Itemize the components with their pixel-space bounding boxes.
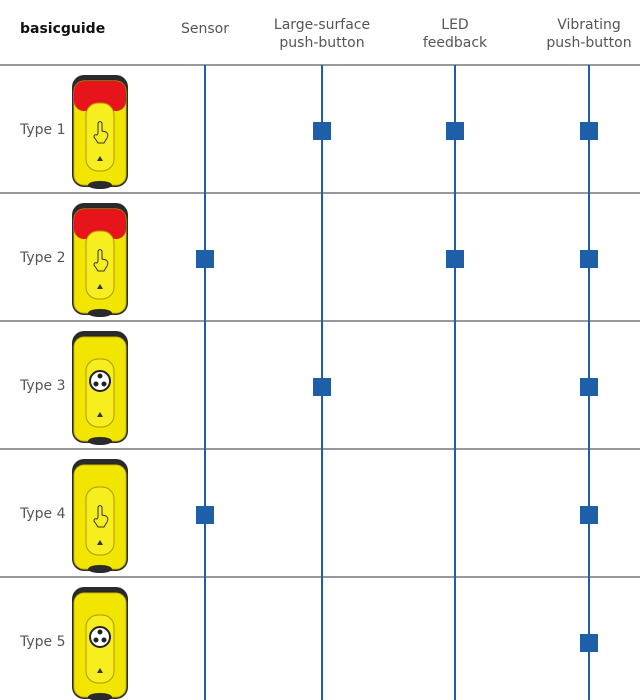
feature-marker [580,506,598,524]
hand-icon [93,249,109,272]
feature-marker [196,250,214,268]
device-foot [88,181,112,189]
device-image [72,203,128,317]
dot [97,373,103,379]
device-panel [85,102,115,172]
row-label: Type 4 [20,506,66,522]
row-label: Type 2 [20,250,66,266]
feature-marker [313,378,331,396]
hand-icon [93,505,109,528]
device-foot [88,309,112,317]
column-header: Vibrating push-button [546,17,632,51]
row-label: Type 3 [20,378,66,394]
dot [101,381,107,387]
hand-icon [93,121,109,144]
feature-marker [580,378,598,396]
dot [93,381,99,387]
device-foot [88,437,112,445]
dot [101,637,107,643]
device-panel [85,486,115,556]
feature-marker [580,634,598,652]
device-top [74,209,126,239]
column-header: LED feedback [422,17,488,51]
device-image [72,459,128,573]
row-label: Type 5 [20,634,66,650]
feature-marker [196,506,214,524]
row-label: Type 1 [20,122,66,138]
feature-marker [446,122,464,140]
device-image [72,587,128,700]
device-image [72,331,128,445]
arrow-icon [97,412,103,417]
feature-marker [313,122,331,140]
feature-marker [580,122,598,140]
dot [97,629,103,635]
device-foot [88,693,112,700]
column-header: Large-surface push-button [273,17,371,51]
feature-marker [580,250,598,268]
arrow-icon [97,668,103,673]
title: basicguide [20,21,106,37]
device-image [72,75,128,189]
arrow-icon [97,284,103,289]
device-panel [85,230,115,300]
device-top [74,81,126,111]
device-foot [88,565,112,573]
feature-marker [446,250,464,268]
arrow-icon [97,540,103,545]
dot [93,637,99,643]
column-header: Sensor [181,21,229,37]
arrow-icon [97,156,103,161]
